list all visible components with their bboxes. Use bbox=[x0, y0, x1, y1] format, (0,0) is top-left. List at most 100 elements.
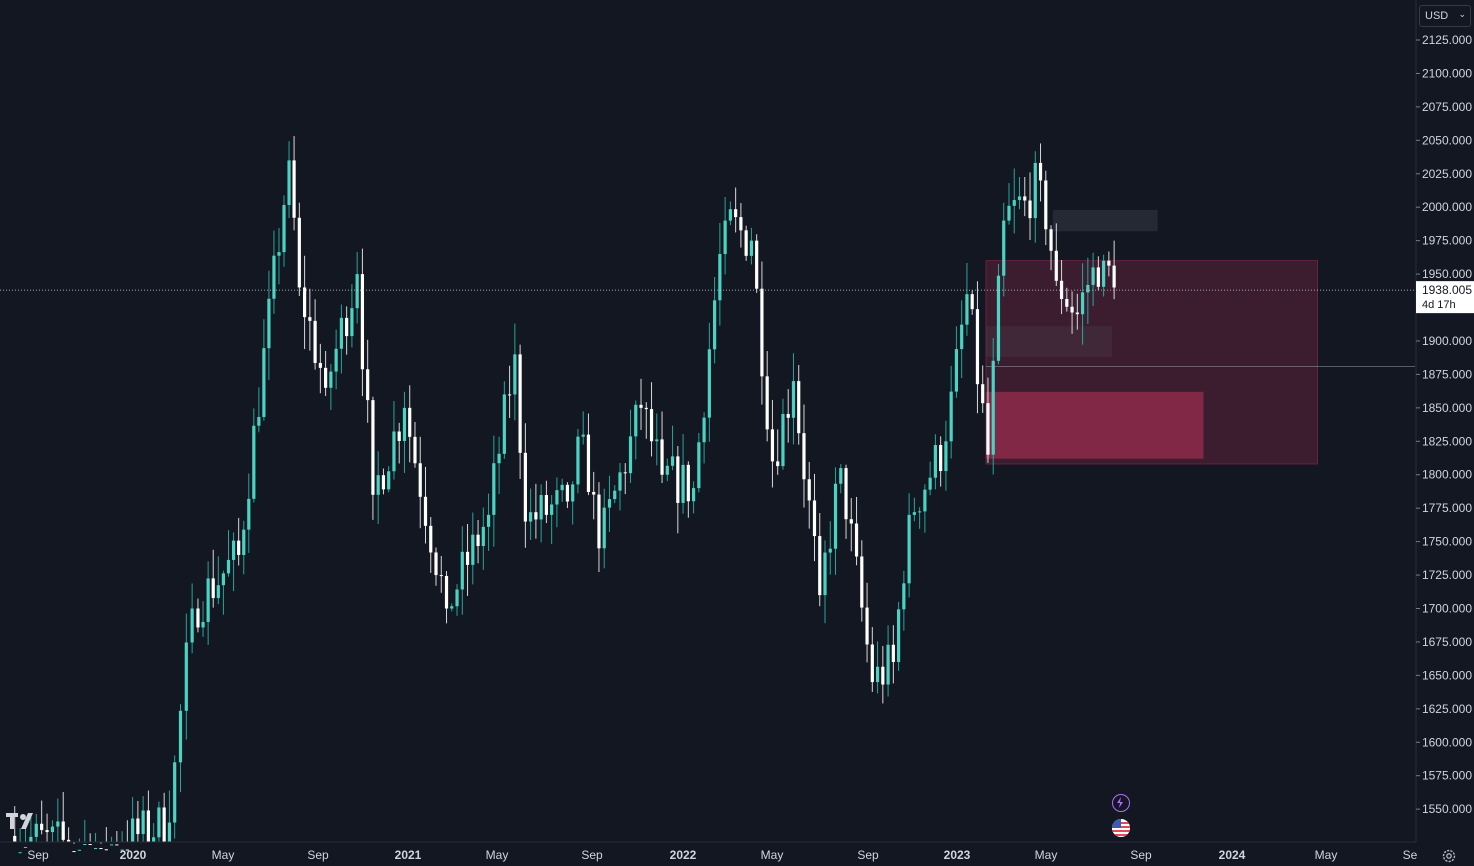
candle-body bbox=[860, 556, 864, 608]
currency-select[interactable]: USD ⌄ bbox=[1419, 5, 1471, 27]
candle-body bbox=[518, 354, 522, 453]
candle-body bbox=[613, 490, 617, 500]
candle-body bbox=[292, 160, 296, 218]
candle-body bbox=[1075, 312, 1079, 315]
price-tick-label: 1775.000 bbox=[1422, 501, 1472, 515]
candle-body bbox=[849, 519, 853, 524]
candle-body bbox=[1091, 267, 1095, 285]
candle-body bbox=[960, 324, 964, 350]
candle-body bbox=[686, 464, 690, 502]
candle-body bbox=[755, 240, 759, 289]
bar-countdown-label: 4d 17h bbox=[1422, 299, 1456, 311]
candle-body bbox=[975, 309, 980, 385]
candle-body bbox=[933, 445, 937, 478]
candle-body bbox=[644, 407, 648, 410]
candle-body bbox=[267, 298, 271, 349]
candle-body bbox=[1070, 306, 1074, 313]
candle-body bbox=[272, 255, 276, 299]
candle-body bbox=[1023, 196, 1027, 201]
price-tick-label: 1700.000 bbox=[1422, 602, 1472, 616]
us-flag-event-icon[interactable] bbox=[1112, 819, 1130, 837]
candle-body bbox=[802, 433, 806, 480]
candle-body bbox=[252, 425, 256, 499]
candle-body bbox=[881, 666, 885, 685]
tradingview-logo-icon[interactable] bbox=[6, 809, 40, 831]
time-axis[interactable]: Sep 2020 May Sep 2021 May Sep 2022 May Sep 2023 May… bbox=[0, 841, 1418, 862]
candle-body bbox=[723, 220, 727, 255]
price-tick-label: 1875.000 bbox=[1422, 367, 1472, 381]
candle-body bbox=[571, 484, 575, 502]
candle-body bbox=[907, 514, 911, 584]
time-tick-label: May bbox=[1315, 848, 1338, 862]
candle-body bbox=[786, 413, 790, 418]
candle-body bbox=[1059, 280, 1064, 299]
candle-body bbox=[1044, 180, 1048, 230]
candle-body bbox=[77, 849, 81, 851]
candle-body bbox=[665, 465, 669, 475]
time-tick-label: Sep bbox=[857, 848, 879, 862]
candle-body bbox=[23, 846, 28, 848]
price-tick-label: 1800.000 bbox=[1422, 468, 1472, 482]
candle-body bbox=[109, 844, 114, 846]
price-tick-label: 1850.000 bbox=[1422, 401, 1472, 415]
candle-body bbox=[387, 471, 391, 490]
candle-body bbox=[1017, 196, 1022, 201]
current-price-box[interactable] bbox=[1416, 281, 1474, 314]
price-tick-label: 1900.000 bbox=[1422, 334, 1472, 348]
candle-body bbox=[918, 511, 922, 513]
candle-body bbox=[713, 300, 717, 350]
time-tick-label: 2020 bbox=[120, 848, 147, 862]
candle-body bbox=[970, 294, 974, 310]
candle-body bbox=[770, 429, 775, 462]
candle-body bbox=[833, 483, 838, 549]
candle-body bbox=[1065, 298, 1069, 307]
candle-body bbox=[886, 644, 890, 685]
candle-body bbox=[776, 461, 780, 467]
candle-body bbox=[586, 434, 591, 492]
candle-body bbox=[152, 837, 156, 842]
candle-body bbox=[634, 404, 638, 437]
candle-body bbox=[88, 844, 92, 846]
lightning-event-icon[interactable] bbox=[1112, 794, 1130, 812]
candle-body bbox=[896, 609, 901, 663]
price-tick-label: 1600.000 bbox=[1422, 735, 1472, 749]
candle-body bbox=[492, 463, 496, 515]
candle-body bbox=[34, 823, 38, 837]
settings-gear-icon[interactable] bbox=[1440, 847, 1458, 865]
candle-body bbox=[141, 810, 145, 835]
candle-body bbox=[781, 413, 785, 467]
candle-body bbox=[839, 468, 843, 484]
candle-body bbox=[1033, 162, 1037, 219]
candle-body bbox=[902, 583, 906, 610]
candle-body bbox=[508, 394, 512, 396]
candle-body bbox=[565, 484, 570, 502]
candle-body bbox=[302, 287, 307, 318]
candle-body bbox=[944, 441, 948, 472]
candle-body bbox=[324, 367, 328, 388]
candle-body bbox=[444, 575, 449, 609]
candle-body bbox=[162, 807, 166, 842]
candle-body bbox=[981, 384, 985, 404]
candle-body bbox=[523, 452, 527, 522]
candle-body bbox=[939, 445, 943, 472]
candle-body bbox=[681, 464, 685, 503]
price-tick-label: 1975.000 bbox=[1422, 234, 1472, 248]
candle-body bbox=[628, 436, 633, 474]
candle-body bbox=[242, 529, 246, 556]
candle-body bbox=[423, 496, 428, 526]
candle-body bbox=[1038, 162, 1043, 181]
candle-body bbox=[408, 407, 412, 437]
candle-body bbox=[1107, 260, 1111, 266]
candle-body bbox=[623, 472, 627, 474]
candle-body bbox=[206, 578, 210, 622]
time-tick-label: May bbox=[1035, 848, 1058, 862]
price-axis[interactable]: 2125.000 2100.000 2075.000 2050.000 2025.000… bbox=[1415, 0, 1474, 842]
candle-body bbox=[607, 499, 612, 508]
candle-body bbox=[544, 495, 548, 515]
candle-body bbox=[807, 479, 811, 501]
price-axis-bg bbox=[1416, 0, 1474, 842]
candle-body bbox=[529, 512, 533, 522]
candle-body bbox=[1112, 265, 1116, 288]
candle-body bbox=[221, 573, 226, 586]
